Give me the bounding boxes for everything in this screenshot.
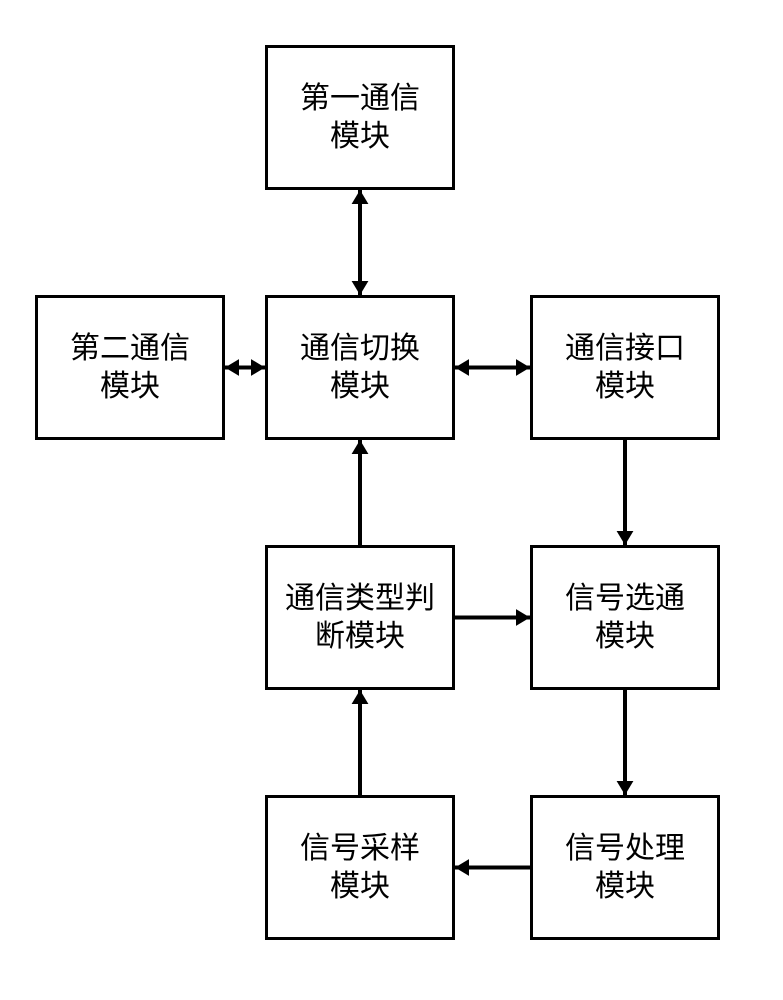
edges-layer [0, 0, 783, 1000]
